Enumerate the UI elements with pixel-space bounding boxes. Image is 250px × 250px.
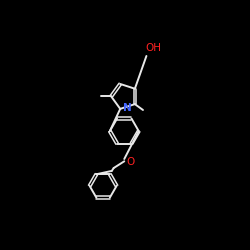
Text: N: N (122, 103, 131, 113)
Text: OH: OH (145, 43, 161, 53)
Text: O: O (126, 157, 135, 167)
